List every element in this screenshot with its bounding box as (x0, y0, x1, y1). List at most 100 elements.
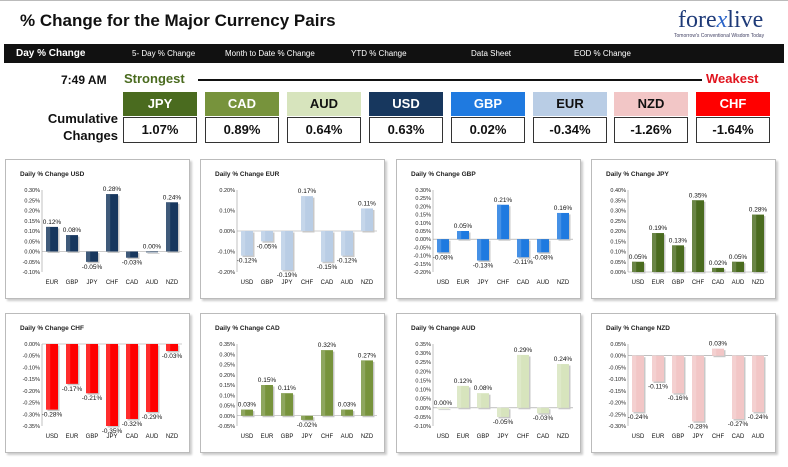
x-tick-label: JPY (281, 280, 292, 286)
y-tick-label: 0.00% (24, 250, 40, 256)
data-label: 0.24% (163, 194, 182, 201)
bar-highlight (166, 202, 171, 252)
x-tick-label: GBP (281, 434, 294, 440)
forexlive-logo[interactable]: forexlive Tomorrow's Conventional Wisdom… (674, 7, 765, 39)
x-tick-label: USD (46, 434, 59, 440)
bar-highlight (557, 364, 562, 408)
bar-shadow (147, 253, 160, 254)
x-tick-label: NZD (166, 280, 179, 286)
x-tick-label: CHF (321, 434, 334, 440)
x-tick-label: USD (437, 280, 450, 286)
page-title: % Change for the Major Currency Pairs (20, 11, 336, 30)
currency-box-eur: EUR -0.34% (533, 92, 607, 143)
y-tick-label: 0.05% (415, 397, 431, 403)
x-tick-label: GBP (86, 434, 99, 440)
bar-highlight (437, 407, 442, 409)
tab-5-day-change[interactable]: 5- Day % Change (132, 49, 196, 58)
tab-eod-change[interactable]: EOD % Change (574, 49, 631, 58)
x-tick-label: CHF (106, 280, 119, 286)
bar-highlight (732, 355, 737, 419)
x-tick-label: USD (632, 280, 645, 286)
y-tick-label: 0.25% (24, 198, 40, 204)
data-label: 0.21% (494, 197, 513, 204)
y-tick-label: 0.00% (24, 342, 40, 348)
x-tick-label: CAD (732, 434, 745, 440)
currency-code: CHF (696, 92, 770, 116)
chart-title: Daily % Change JPY (606, 171, 670, 178)
bar (301, 415, 313, 420)
bar-highlight (166, 344, 171, 352)
currency-box-jpy: JPY 1.07% (123, 92, 197, 143)
y-tick-label: 0.10% (415, 388, 431, 394)
y-tick-label: 0.30% (610, 209, 626, 215)
y-tick-label: 0.00% (415, 406, 431, 412)
tab-day-change[interactable]: Day % Change (16, 48, 86, 59)
x-tick-label: CAD (126, 280, 139, 286)
data-label: -0.05% (82, 264, 103, 271)
y-tick-label: -0.20% (609, 401, 627, 407)
data-label: 0.16% (554, 205, 573, 212)
y-tick-label: -0.25% (609, 412, 627, 418)
bar-highlight (321, 231, 326, 262)
x-tick-label: EUR (457, 280, 470, 286)
y-tick-label: -0.30% (23, 412, 41, 418)
data-label: -0.24% (748, 414, 769, 421)
x-tick-label: CAD (517, 280, 530, 286)
x-tick-label: EUR (66, 434, 79, 440)
currency-code: JPY (123, 92, 197, 116)
data-label: -0.05% (493, 419, 514, 426)
data-label: -0.32% (122, 421, 143, 428)
data-label: 0.32% (318, 342, 337, 349)
currency-change-value: -1.26% (614, 117, 688, 143)
bar-chart: Daily % Change USD0.30%0.25%0.20%0.15%0.… (20, 171, 182, 286)
data-label: 0.00% (434, 400, 453, 407)
data-label: -0.03% (122, 260, 143, 267)
x-tick-label: JPY (477, 280, 488, 286)
data-label: -0.24% (628, 414, 649, 421)
x-tick-label: JPY (86, 280, 97, 286)
y-tick-label: 0.25% (219, 363, 235, 369)
tab-data-sheet[interactable]: Data Sheet (471, 49, 512, 58)
data-label: 0.24% (554, 356, 573, 363)
data-label: 0.28% (103, 186, 122, 193)
data-label: -0.35% (102, 428, 123, 435)
x-tick-label: AUD (341, 434, 354, 440)
bar-highlight (632, 261, 637, 272)
data-label: -0.13% (473, 263, 494, 270)
y-tick-label: -0.25% (23, 401, 41, 407)
y-tick-label: 0.30% (415, 188, 431, 194)
chart-title: Daily % Change USD (20, 171, 85, 178)
currency-code: USD (369, 92, 443, 116)
chart-title: Daily % Change EUR (215, 171, 280, 178)
y-tick-label: 0.30% (24, 188, 40, 194)
data-label: 0.17% (298, 188, 317, 195)
x-tick-label: AUD (146, 280, 159, 286)
bar-chart: Daily % Change JPY 0.40% 0.35% 0.30% 0.25% 0.… (606, 171, 768, 286)
y-tick-label: 0.35% (219, 342, 235, 348)
currency-change-value: 0.02% (451, 117, 525, 143)
data-label: -0.11% (513, 259, 533, 266)
y-tick-label: 0.10% (219, 209, 235, 215)
bar-highlight (712, 348, 717, 356)
tab-ytd-change[interactable]: YTD % Change (351, 49, 407, 58)
data-label: 0.28% (749, 207, 768, 214)
data-label: 0.13% (669, 237, 688, 244)
tab-month-to-date-change[interactable]: Month to Date % Change (225, 49, 315, 58)
currency-box-chf: CHF -1.64% (696, 92, 770, 143)
data-label: -0.29% (142, 414, 163, 421)
data-label: -0.12% (337, 258, 358, 265)
currency-box-nzd: NZD -1.26% (614, 92, 688, 143)
y-tick-label: -0.20% (414, 270, 432, 276)
y-tick-label: 0.00% (415, 237, 431, 243)
data-label: 0.05% (454, 223, 473, 230)
x-tick-label: GBP (66, 280, 79, 286)
y-tick-label: 0.20% (219, 373, 235, 379)
y-tick-label: 0.00% (219, 414, 235, 420)
bar-highlight (537, 407, 542, 414)
logo-tagline: Tomorrow's Conventional Wisdom Today (674, 33, 765, 39)
x-tick-label: CAD (712, 280, 725, 286)
chart-title: Daily % Change CHF (20, 325, 84, 332)
y-tick-label: -0.05% (218, 424, 236, 430)
x-tick-label: USD (241, 434, 254, 440)
x-tick-label: NZD (557, 280, 570, 286)
